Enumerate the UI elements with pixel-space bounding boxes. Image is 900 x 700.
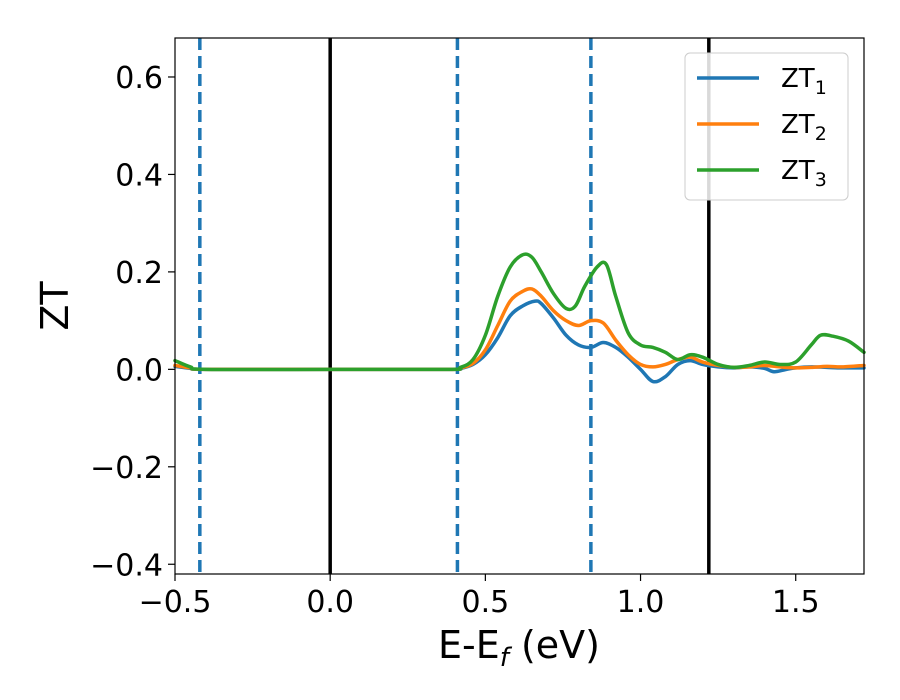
x-axis-title: E-Ef (eV): [438, 623, 600, 673]
legend: ZT1 ZT2 ZT3: [684, 52, 849, 201]
series-line-zt3: [173, 252, 866, 372]
y-tick-label: 0.4: [115, 158, 163, 193]
plot-frame: [174, 37, 865, 575]
legend-label-zt1: ZT1: [781, 64, 827, 99]
legend-box: [684, 52, 849, 201]
y-tick-label: −0.2: [90, 451, 163, 486]
y-tick-label: 0.0: [115, 353, 163, 388]
x-tick-label: 1.5: [772, 585, 820, 620]
x-tick-label: −0.5: [139, 585, 212, 620]
series-line-zt2: [173, 286, 866, 372]
y-tick-label: 0.2: [115, 256, 163, 291]
legend-label-zt2: ZT2: [781, 110, 827, 145]
x-tick-label: 0.0: [306, 585, 354, 620]
y-tick-label: −0.4: [90, 548, 163, 583]
vertical-lines: [198, 38, 711, 574]
legend-label-zt3: ZT3: [781, 156, 827, 191]
series-lines: [173, 252, 866, 384]
x-tick-label: 0.5: [462, 585, 510, 620]
x-axis-ticks: −0.5 0.0 0.5 1.0 1.5: [139, 574, 820, 620]
y-tick-label: 0.6: [115, 61, 163, 96]
y-axis-title: ZT: [33, 281, 77, 331]
x-tick-label: 1.0: [617, 585, 665, 620]
y-axis-ticks: −0.4 −0.2 0.0 0.2 0.4 0.6: [90, 61, 175, 583]
